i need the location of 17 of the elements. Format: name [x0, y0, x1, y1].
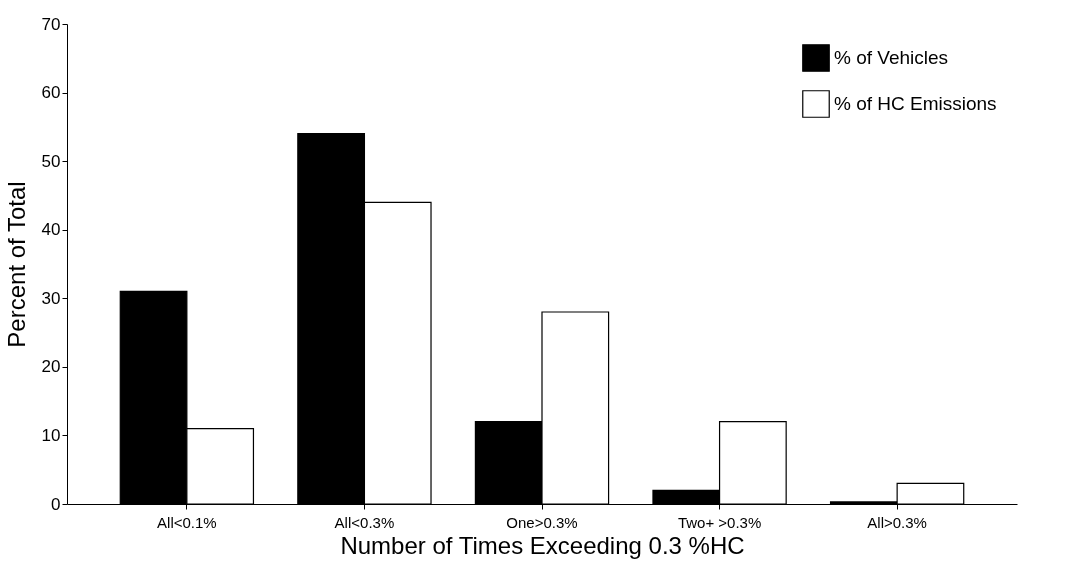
- y-tick-label: 50: [41, 151, 61, 171]
- y-axis-title: Percent of Total: [2, 181, 30, 348]
- y-tick-label: 60: [41, 83, 61, 103]
- y-tick-label: 30: [41, 288, 61, 308]
- x-tick-label: All>0.3%: [867, 513, 927, 531]
- legend-label: % of Vehicles: [834, 47, 949, 68]
- y-tick-label: 20: [41, 357, 61, 377]
- x-tick-label: Two+ >0.3%: [677, 513, 762, 531]
- x-tick-label: All<0.1%: [157, 513, 217, 531]
- y-tick-label: 70: [41, 14, 61, 34]
- y-tick-label: 0: [51, 494, 61, 514]
- y-tick-label: 40: [41, 220, 61, 240]
- x-tick-label: All<0.3%: [334, 513, 395, 531]
- legend-label: % of HC Emissions: [834, 93, 997, 114]
- x-tick-label: One>0.3%: [506, 513, 578, 531]
- x-axis-title: Number of Times Exceeding 0.3 %HC: [340, 531, 745, 559]
- y-tick-label: 10: [41, 425, 61, 445]
